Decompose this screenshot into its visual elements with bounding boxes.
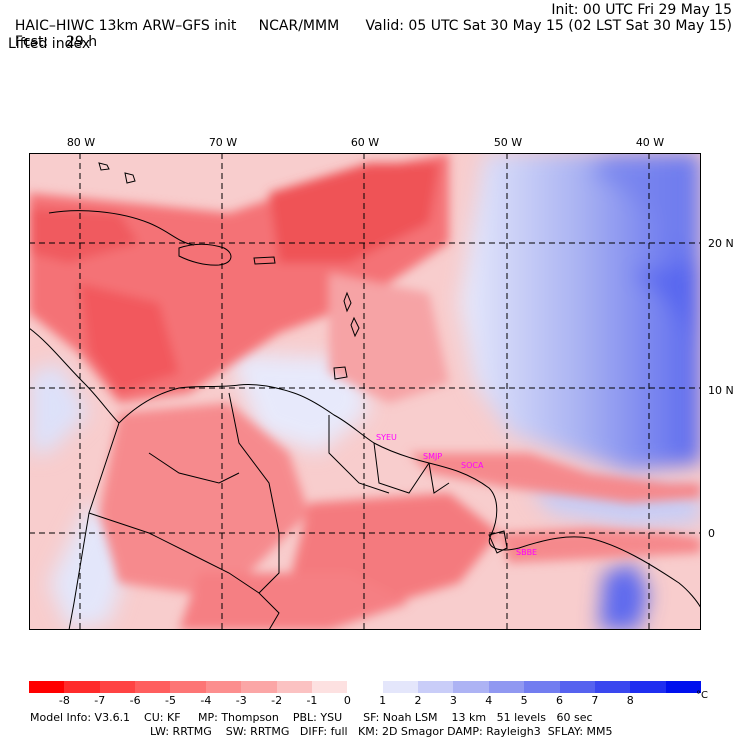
graticule xyxy=(29,153,701,630)
colorbar-tick-label: -3 xyxy=(235,694,247,707)
lon-label-70w: 70 W xyxy=(208,136,238,149)
colorbar-tick-label: -4 xyxy=(200,694,212,707)
coast-south-america xyxy=(118,384,701,609)
island-5 xyxy=(333,366,348,380)
colorbar-cell xyxy=(382,681,419,693)
colorbar-cell xyxy=(559,681,596,693)
colorbar xyxy=(29,681,702,693)
border-4 xyxy=(428,462,450,494)
border-6 xyxy=(148,452,240,484)
colorbar-cell xyxy=(311,681,348,693)
lon-label-40w: 40 W xyxy=(635,136,665,149)
valid-time: Valid: 05 UTC Sat 30 May 15 (02 LST Sat … xyxy=(365,18,732,34)
model-title: HAIC–HIWC 13km ARW–GFS init NCAR/MMM xyxy=(14,18,340,34)
station-sbbe: SBBE xyxy=(516,548,537,557)
border-1 xyxy=(228,392,280,594)
colorbar-cell xyxy=(135,681,171,693)
unstable-region xyxy=(29,153,701,630)
border-2 xyxy=(328,415,390,494)
colorbar-cell xyxy=(418,681,454,693)
colorbar-tick-label: -1 xyxy=(306,694,318,707)
colorbar-cell xyxy=(665,681,702,693)
island-3 xyxy=(343,291,352,313)
lon-label-80w: 80 W xyxy=(66,136,96,149)
map-canvas: SYEU SMJP SOCA SBBE xyxy=(29,153,701,630)
station-soca: SOCA xyxy=(461,461,484,470)
colorbar-tick-label: 8 xyxy=(626,694,634,707)
lat-label-0: 0 xyxy=(708,527,715,540)
lat-label-20n: 20 N xyxy=(708,237,734,250)
station-smjp: SMJP xyxy=(423,452,442,461)
colorbar-tick-label: 5 xyxy=(520,694,528,707)
colorbar-cell xyxy=(488,681,525,693)
colorbar-tick-label: 3 xyxy=(449,694,457,707)
colorbar-tick-label: 1 xyxy=(379,694,387,707)
colorbar-tick-label: 7 xyxy=(591,694,599,707)
colorbar-cell xyxy=(453,681,490,693)
colorbar-cell xyxy=(276,681,313,693)
colorbar-cell xyxy=(170,681,207,693)
colorbar-cell xyxy=(99,681,136,693)
station-labels: SYEU SMJP SOCA SBBE xyxy=(376,433,537,557)
colorbar-tick-label: -6 xyxy=(129,694,141,707)
border-3 xyxy=(373,442,430,494)
colorbar-cell xyxy=(630,681,667,693)
colorbar-cell xyxy=(241,681,278,693)
station-syeu: SYEU xyxy=(376,433,397,442)
forecast-hour: Fcst: 29 h xyxy=(14,34,98,50)
colorbar-tick-label: -7 xyxy=(94,694,106,707)
init-time: Init: 00 UTC Fri 29 May 15 xyxy=(551,2,732,18)
colorbar-tick-label: -2 xyxy=(271,694,283,707)
colorbar-cell xyxy=(524,681,561,693)
colorbar-tick-label: 4 xyxy=(485,694,493,707)
colorbar-tick-label: 6 xyxy=(556,694,564,707)
lat-label-10n: 10 N xyxy=(708,384,734,397)
coast-hispaniola xyxy=(178,243,232,266)
colorbar-unit: °C xyxy=(696,690,708,701)
colorbar-tick-label: -5 xyxy=(164,694,176,707)
colorbar-cell xyxy=(594,681,631,693)
colorbar-cell xyxy=(29,681,65,693)
coast-puerto-rico xyxy=(253,256,276,265)
colorbar-cell xyxy=(347,681,384,693)
lifted-index-map: SYEU SMJP SOCA SBBE xyxy=(29,153,701,630)
island-1 xyxy=(124,172,136,184)
model-info-line2: LW: RRTMG SW: RRTMG DIFF: full KM: 2D Sm… xyxy=(150,725,613,738)
colorbar-cell xyxy=(205,681,242,693)
lon-label-60w: 60 W xyxy=(350,136,380,149)
map-frame xyxy=(29,153,701,630)
coastlines xyxy=(29,162,701,630)
lon-label-50w: 50 W xyxy=(493,136,523,149)
island-2 xyxy=(98,162,110,171)
island-4 xyxy=(350,316,360,338)
colorbar-tick-label: 2 xyxy=(414,694,422,707)
coast-cuba xyxy=(48,210,195,246)
colorbar-tick-label: -8 xyxy=(58,694,70,707)
coast-central-america xyxy=(29,327,120,424)
field-name: Lifted index xyxy=(8,36,91,52)
model-info-line1: Model Info: V3.6.1 CU: KF MP: Thompson P… xyxy=(30,711,593,724)
colorbar-cell xyxy=(64,681,101,693)
colorbar-tick-label: 0 xyxy=(343,694,351,707)
